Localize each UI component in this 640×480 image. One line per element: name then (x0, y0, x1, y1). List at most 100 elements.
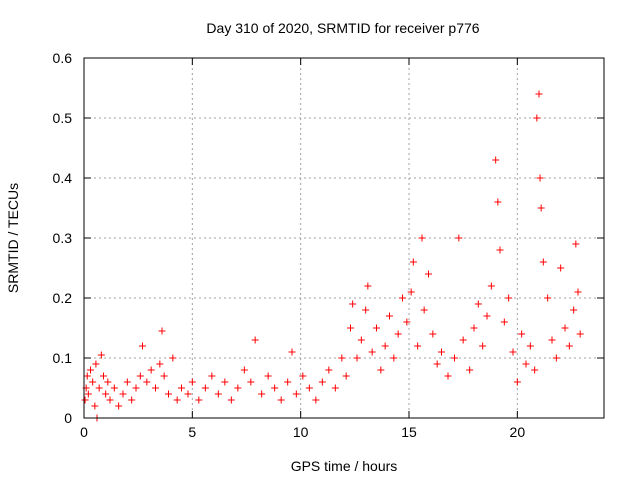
x-axis-label: GPS time / hours (291, 458, 398, 474)
data-point (160, 372, 168, 380)
data-point (576, 330, 584, 338)
data-point (364, 282, 372, 290)
data-point (143, 378, 151, 386)
y-tick-label: 0.1 (53, 350, 73, 366)
data-point (572, 240, 580, 248)
data-point (258, 390, 266, 398)
data-point (418, 234, 426, 242)
data-point (536, 174, 544, 182)
data-point (288, 348, 296, 356)
data-point (414, 342, 422, 350)
y-tick-label: 0.6 (53, 50, 73, 66)
data-point (474, 300, 482, 308)
data-point (178, 384, 185, 392)
data-point (91, 402, 99, 410)
data-point (342, 372, 350, 380)
data-point (455, 234, 463, 242)
y-axis-label: SRMTID / TECUs (5, 183, 21, 293)
data-point (526, 342, 534, 350)
data-point (227, 396, 235, 404)
data-point (373, 324, 380, 332)
data-point (492, 156, 500, 164)
data-point (470, 324, 478, 332)
data-point (353, 354, 361, 362)
data-point (271, 384, 279, 392)
plot-frame (83, 57, 605, 419)
x-tick-label: 10 (293, 424, 309, 440)
data-point (89, 378, 97, 386)
data-point (561, 324, 569, 332)
data-point (325, 366, 333, 374)
data-point (487, 282, 495, 290)
data-point (240, 366, 248, 374)
data-point (429, 330, 437, 338)
data-point (403, 318, 411, 326)
data-point (87, 366, 94, 374)
data-point (169, 354, 177, 362)
data-point (570, 306, 578, 314)
data-point (420, 306, 428, 314)
data-point (548, 336, 556, 344)
data-point (381, 342, 389, 350)
data-point (425, 270, 432, 278)
data-point (451, 354, 458, 362)
data-point (518, 330, 526, 338)
data-point (95, 384, 103, 392)
data-point (123, 378, 131, 386)
x-tick-label: 20 (510, 424, 526, 440)
data-point (500, 318, 508, 326)
x-tick-label: 5 (188, 424, 196, 440)
data-point (97, 351, 105, 359)
data-point (544, 294, 552, 302)
data-point (83, 372, 91, 380)
data-point (535, 90, 543, 98)
y-tick-label: 0 (64, 410, 72, 426)
data-point (438, 348, 445, 356)
data-points (81, 90, 584, 422)
data-point (509, 348, 517, 356)
data-point (251, 336, 259, 344)
data-point (444, 372, 452, 380)
data-point (386, 312, 393, 320)
data-point (409, 258, 417, 266)
data-point (264, 372, 272, 380)
data-point (102, 390, 110, 398)
data-point (513, 378, 521, 386)
y-tick-label: 0.3 (53, 230, 73, 246)
data-point (305, 384, 313, 392)
data-point (188, 378, 196, 386)
data-point (347, 324, 354, 332)
data-point (110, 384, 118, 392)
data-point (312, 396, 320, 404)
chart-title: Day 310 of 2020, SRMTID for receiver p77… (206, 20, 479, 36)
data-point (128, 396, 136, 404)
data-point (173, 396, 181, 404)
data-point (552, 354, 560, 362)
data-point (299, 372, 307, 380)
data-point (277, 396, 285, 404)
data-point (407, 288, 415, 296)
data-point (362, 306, 370, 314)
data-point (377, 366, 385, 374)
x-tick-label: 0 (80, 424, 88, 440)
data-point (214, 390, 222, 398)
data-point (104, 378, 112, 386)
data-point (132, 384, 140, 392)
data-point (368, 348, 376, 356)
data-point (165, 390, 172, 398)
data-point (349, 300, 357, 308)
data-point (338, 354, 346, 362)
y-tick-label: 0.5 (53, 110, 73, 126)
data-point (221, 378, 229, 386)
data-point (459, 336, 467, 344)
data-point (100, 372, 107, 380)
data-point (147, 366, 155, 374)
data-point (119, 390, 127, 398)
data-point (115, 402, 123, 410)
data-point (234, 384, 242, 392)
data-point (247, 378, 255, 386)
data-point (106, 396, 114, 404)
data-point (152, 384, 159, 392)
data-point (531, 366, 539, 374)
